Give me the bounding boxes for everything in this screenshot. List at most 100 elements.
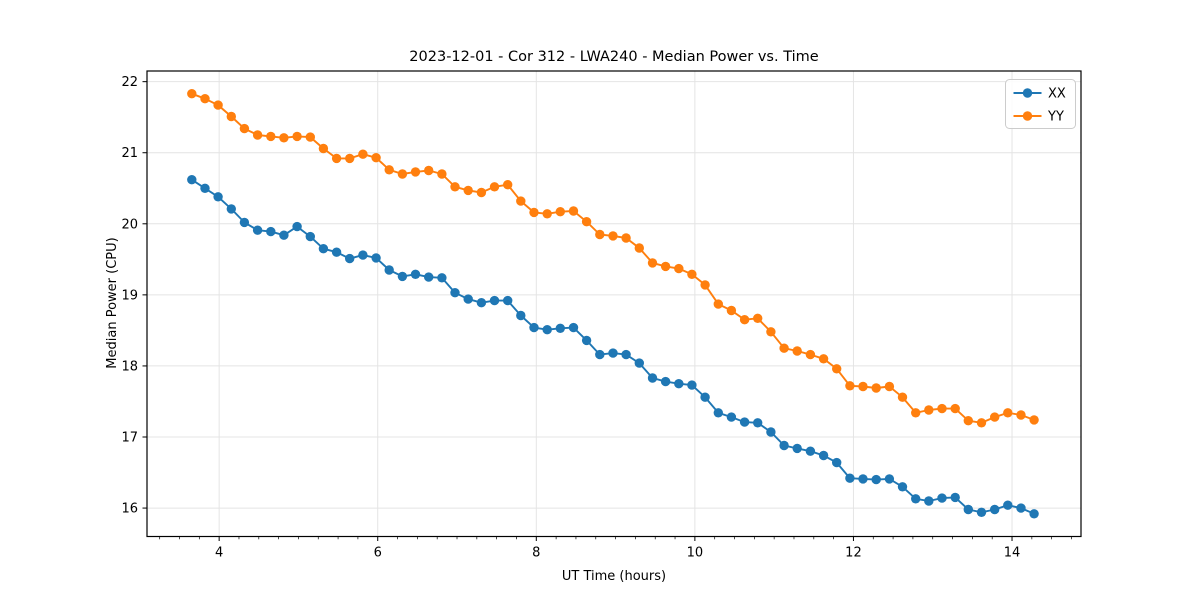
series-YY-marker	[516, 196, 526, 206]
chart-title: 2023-12-01 - Cor 312 - LWA240 - Median P…	[409, 49, 819, 65]
series-XX-marker	[1003, 500, 1013, 510]
legend-label-XX: XX	[1048, 87, 1066, 102]
series-XX-marker	[884, 474, 895, 484]
series-YY-marker	[450, 182, 460, 192]
series-XX-marker	[371, 253, 381, 263]
series-XX-marker	[410, 269, 421, 279]
series-YY-marker	[437, 169, 447, 179]
series-YY-marker	[924, 405, 934, 415]
x-tick-label: 8	[532, 546, 540, 561]
y-tick-label: 20	[121, 217, 138, 232]
series-YY-marker	[239, 123, 250, 134]
series-YY-marker	[726, 305, 737, 316]
series-XX-marker	[911, 494, 921, 504]
series-XX-marker	[489, 295, 500, 306]
series-XX-marker	[805, 446, 816, 456]
x-tick-label: 12	[845, 546, 862, 561]
series-YY-marker	[937, 403, 947, 414]
series-YY-marker	[529, 207, 539, 218]
series-XX-marker	[266, 226, 276, 237]
x-axis-label: UT Time (hours)	[561, 569, 667, 584]
series-YY-marker	[581, 217, 592, 227]
series-YY-marker	[503, 180, 513, 190]
series-YY-marker	[713, 299, 723, 309]
series-XX-marker	[871, 474, 881, 485]
series-YY-marker	[410, 167, 421, 177]
series-XX-marker	[674, 379, 684, 389]
series-YY-marker	[858, 381, 868, 392]
series-XX-marker	[1029, 509, 1039, 519]
series-XX-marker	[766, 427, 776, 437]
series-XX-marker	[924, 496, 934, 506]
series-YY-marker	[753, 313, 763, 323]
series-YY-marker	[397, 169, 408, 179]
series-XX-marker	[832, 457, 842, 468]
series-YY-marker	[739, 315, 750, 325]
series-YY-marker	[805, 349, 816, 360]
series-YY-marker	[1029, 415, 1039, 425]
series-XX-marker	[660, 376, 671, 387]
series-XX-marker	[700, 392, 710, 402]
series-XX-marker	[595, 349, 605, 360]
series-XX-marker	[963, 504, 973, 515]
series-YY-marker	[608, 231, 618, 241]
series-YY-marker	[634, 243, 644, 253]
series-XX-marker	[568, 322, 579, 333]
series-YY-marker	[266, 131, 276, 142]
series-XX-marker	[937, 493, 947, 503]
series-YY-marker	[384, 165, 394, 175]
series-YY-marker	[292, 131, 302, 142]
series-YY-marker	[555, 207, 565, 217]
series-XX-marker	[753, 418, 763, 428]
series-YY-marker	[871, 383, 881, 393]
series-YY-marker	[345, 153, 355, 164]
y-tick-label: 22	[121, 75, 138, 90]
series-XX-marker	[818, 450, 829, 461]
series-XX-marker	[739, 417, 750, 427]
series-XX-marker	[726, 412, 737, 422]
series-YY-marker	[897, 392, 908, 402]
series-XX-marker	[476, 298, 487, 308]
series-YY-marker	[318, 143, 329, 154]
series-XX-marker	[358, 250, 368, 260]
series-XX-marker	[292, 221, 302, 232]
series-XX-marker	[318, 244, 329, 254]
series-XX-marker	[384, 265, 394, 275]
series-YY-marker	[832, 364, 842, 374]
series-YY-marker	[213, 100, 223, 110]
series-XX-marker	[213, 192, 223, 202]
series-YY-marker	[595, 229, 605, 240]
series-YY-marker	[674, 263, 684, 274]
legend-label-YY: YY	[1047, 110, 1064, 125]
x-tick-label: 10	[687, 546, 704, 561]
series-XX-marker	[858, 474, 868, 484]
series-YY-marker	[542, 209, 552, 219]
series-XX-marker	[463, 294, 473, 304]
series-YY-marker	[911, 408, 921, 418]
series-YY-marker	[884, 381, 895, 392]
series-YY-marker	[792, 346, 802, 356]
series-XX-marker	[516, 310, 526, 321]
series-XX-marker	[450, 288, 460, 298]
series-XX-marker	[608, 348, 618, 358]
x-tick-label: 4	[215, 546, 223, 561]
y-tick-label: 19	[121, 288, 138, 303]
y-tick-label: 21	[121, 146, 138, 161]
legend-marker-YY	[1022, 111, 1033, 121]
y-tick-label: 18	[121, 359, 138, 374]
series-XX-marker	[305, 231, 315, 242]
series-XX-marker	[990, 504, 1000, 515]
series-XX-marker	[647, 373, 658, 383]
series-YY-marker	[687, 269, 697, 279]
series-YY-marker	[187, 89, 197, 99]
series-YY-marker	[331, 153, 342, 164]
series-YY-marker	[358, 149, 368, 159]
series-XX-marker	[713, 408, 723, 418]
y-tick-label: 16	[121, 502, 138, 517]
series-XX-marker	[397, 271, 408, 282]
series-YY-marker	[779, 343, 789, 353]
series-YY-marker	[226, 111, 236, 122]
x-tick-label: 14	[1004, 546, 1021, 561]
series-XX-marker	[345, 253, 355, 264]
series-XX-marker	[252, 225, 263, 235]
